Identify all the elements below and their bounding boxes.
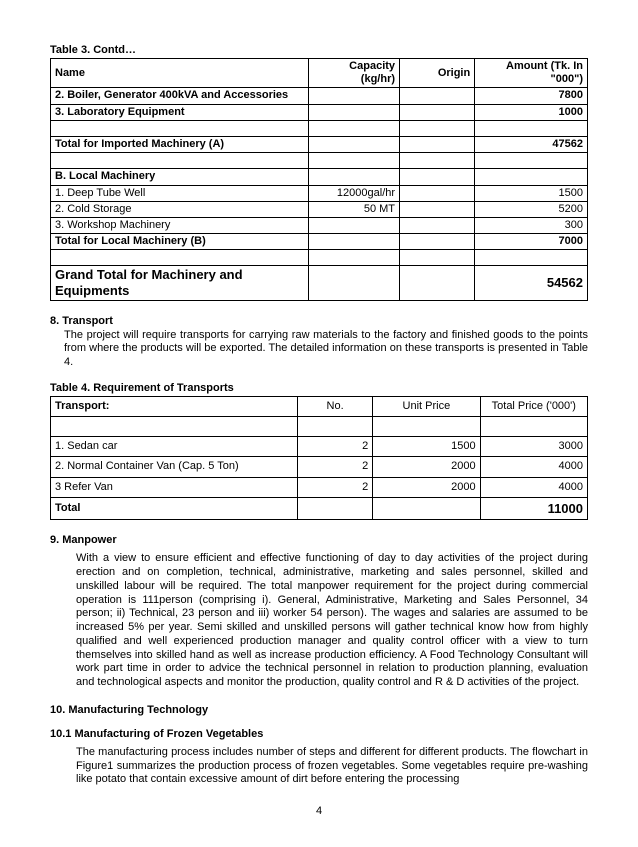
table-row: 2. Cold Storage 50 MT 5200 — [51, 201, 588, 217]
table3: Name Capacity (kg/hr) Origin Amount (Tk.… — [50, 58, 588, 301]
cell-name: 2. Normal Container Van (Cap. 5 Ton) — [51, 457, 298, 477]
th-no: No. — [298, 396, 373, 416]
table-row-empty — [51, 153, 588, 169]
cell-unit: 2000 — [373, 477, 480, 497]
cell-name: 3. Workshop Machinery — [51, 217, 309, 233]
table-row: 1. Deep Tube Well 12000gal/hr 1500 — [51, 185, 588, 201]
section10-heading: 10. Manufacturing Technology — [50, 704, 588, 716]
table-row-section-b: B. Local Machinery — [51, 169, 588, 185]
cell-no: 2 — [298, 477, 373, 497]
cell-total: 4000 — [480, 457, 587, 477]
cell-unit: 2000 — [373, 457, 480, 477]
th-amount: Amount (Tk. In "000") — [475, 59, 588, 88]
table-row-total: Total 11000 — [51, 497, 588, 520]
cell-origin — [400, 217, 475, 233]
cell-name: 1. Sedan car — [51, 437, 298, 457]
th-origin: Origin — [400, 59, 475, 88]
table-row: 1. Sedan car 2 1500 3000 — [51, 437, 588, 457]
cell-amount: 1500 — [475, 185, 588, 201]
cell-label: Total for Imported Machinery (A) — [51, 136, 309, 152]
section8-heading: 8. Transport — [50, 315, 588, 327]
table-row-empty — [51, 120, 588, 136]
table-row: 2. Normal Container Van (Cap. 5 Ton) 2 2… — [51, 457, 588, 477]
table4-caption: Table 4. Requirement of Transports — [50, 382, 588, 394]
cell-label: Grand Total for Machinery and Equipments — [51, 266, 309, 300]
cell-no: 2 — [298, 437, 373, 457]
cell-no: 2 — [298, 457, 373, 477]
cell-amount: 1000 — [475, 104, 588, 120]
cell-origin — [400, 185, 475, 201]
cell-name: 2. Boiler, Generator 400kVA and Accessor… — [51, 88, 309, 104]
cell-origin — [400, 88, 475, 104]
table-row-total-a: Total for Imported Machinery (A) 47562 — [51, 136, 588, 152]
cell-name: 2. Cold Storage — [51, 201, 309, 217]
cell-capacity: 12000gal/hr — [308, 185, 399, 201]
section10-sub: 10.1 Manufacturing of Frozen Vegetables — [50, 728, 588, 740]
cell-name: 1. Deep Tube Well — [51, 185, 309, 201]
cell-name: 3. Laboratory Equipment — [51, 104, 309, 120]
table-row-total-b: Total for Local Machinery (B) 7000 — [51, 234, 588, 250]
cell-amount: 7000 — [475, 234, 588, 250]
cell-capacity — [308, 217, 399, 233]
table4: Transport: No. Unit Price Total Price ('… — [50, 396, 588, 521]
cell-label: Total — [51, 497, 298, 520]
th-transport: Transport: — [51, 396, 298, 416]
table-row: 3. Laboratory Equipment 1000 — [51, 104, 588, 120]
cell-capacity — [308, 88, 399, 104]
cell-origin — [400, 104, 475, 120]
cell-amount: 54562 — [475, 266, 588, 300]
cell-unit: 1500 — [373, 437, 480, 457]
cell-amount: 11000 — [480, 497, 587, 520]
table-row: 3. Workshop Machinery 300 — [51, 217, 588, 233]
th-capacity: Capacity (kg/hr) — [308, 59, 399, 88]
section9-heading: 9. Manpower — [50, 534, 588, 546]
table-row: 2. Boiler, Generator 400kVA and Accessor… — [51, 88, 588, 104]
table3-header-row: Name Capacity (kg/hr) Origin Amount (Tk.… — [51, 59, 588, 88]
table3-caption: Table 3. Contd… — [50, 44, 588, 56]
cell-capacity: 50 MT — [308, 201, 399, 217]
cell-capacity — [308, 104, 399, 120]
table4-header-row: Transport: No. Unit Price Total Price ('… — [51, 396, 588, 416]
table-row-empty — [51, 250, 588, 266]
th-name: Name — [51, 59, 309, 88]
th-total: Total Price ('000') — [480, 396, 587, 416]
cell-name: 3 Refer Van — [51, 477, 298, 497]
cell-origin — [400, 201, 475, 217]
cell-section: B. Local Machinery — [51, 169, 309, 185]
cell-amount: 300 — [475, 217, 588, 233]
cell-total: 4000 — [480, 477, 587, 497]
cell-amount: 5200 — [475, 201, 588, 217]
cell-amount: 47562 — [475, 136, 588, 152]
th-unit: Unit Price — [373, 396, 480, 416]
cell-label: Total for Local Machinery (B) — [51, 234, 309, 250]
page-number: 4 — [50, 805, 588, 817]
table-row-grand-total: Grand Total for Machinery and Equipments… — [51, 266, 588, 300]
section9-body: With a view to ensure efficient and effe… — [76, 552, 588, 690]
table-row-empty — [51, 417, 588, 437]
section8-body: The project will require transports for … — [64, 329, 588, 370]
section10-body: The manufacturing process includes numbe… — [76, 746, 588, 787]
cell-amount: 7800 — [475, 88, 588, 104]
table-row: 3 Refer Van 2 2000 4000 — [51, 477, 588, 497]
cell-total: 3000 — [480, 437, 587, 457]
